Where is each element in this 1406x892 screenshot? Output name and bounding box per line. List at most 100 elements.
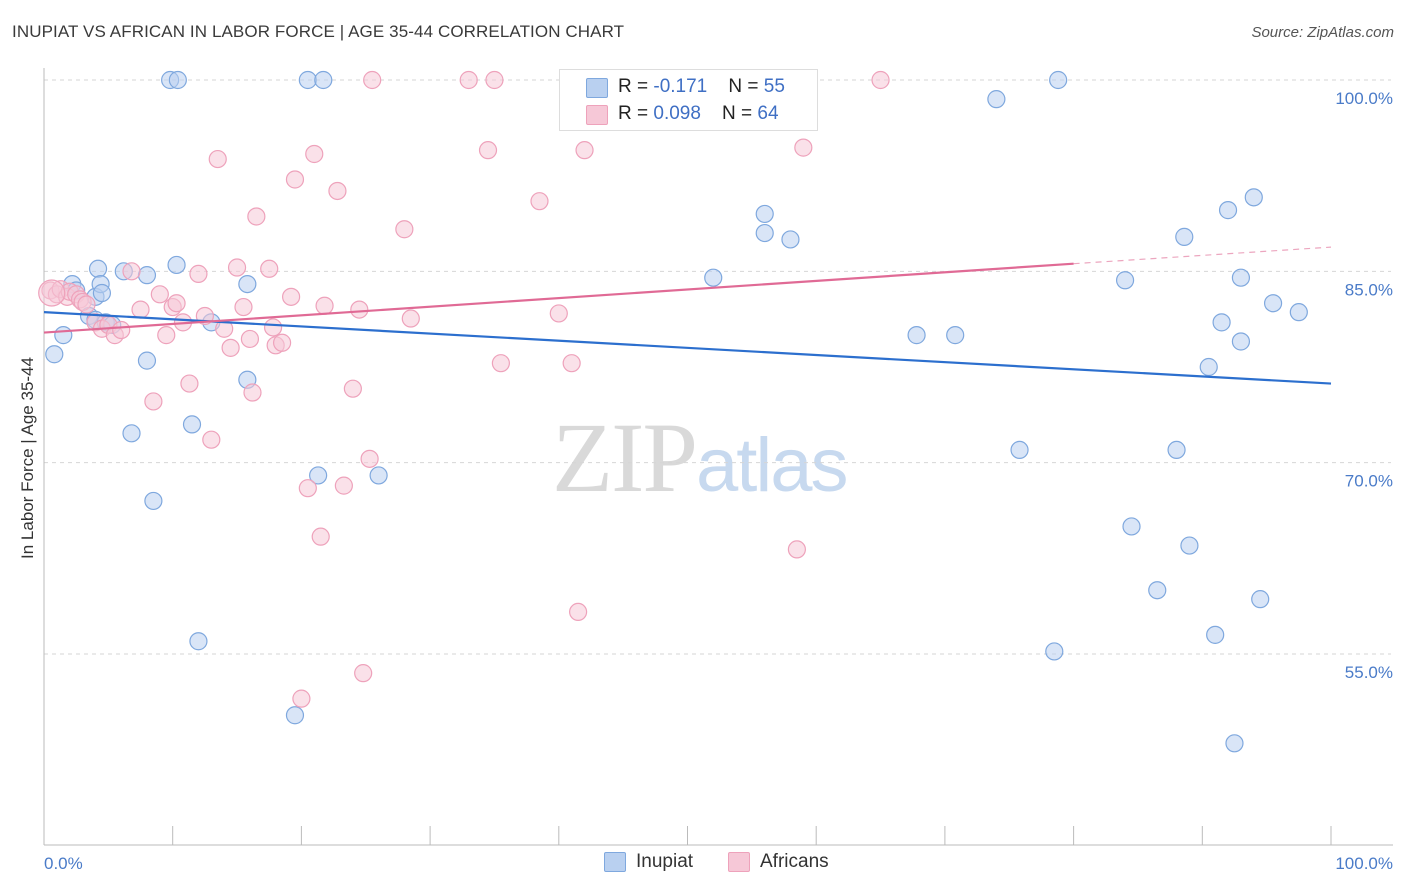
point-africans xyxy=(569,602,588,622)
point-inupiat xyxy=(1231,332,1251,351)
legend-n-value: 55 xyxy=(763,76,785,97)
point-inupiat xyxy=(907,326,926,345)
point-inupiat xyxy=(1231,268,1251,287)
point-inupiat xyxy=(1199,357,1218,377)
point-inupiat xyxy=(1045,642,1064,661)
point-inupiat xyxy=(755,204,774,224)
point-africans xyxy=(234,297,253,317)
series-label-inupiat: Inupiat xyxy=(636,851,694,872)
trend-lines xyxy=(43,246,1332,385)
point-africans xyxy=(328,181,347,201)
point-africans xyxy=(343,379,362,398)
data-points xyxy=(38,70,1308,753)
legend-swatch-inupiat xyxy=(586,78,608,98)
point-inupiat xyxy=(1180,536,1199,555)
point-inupiat xyxy=(309,466,328,485)
point-africans xyxy=(263,318,283,337)
legend-text-africans: R = 0.098 N = 64 xyxy=(618,103,779,125)
point-africans xyxy=(562,354,581,373)
point-africans xyxy=(272,333,292,352)
point-africans xyxy=(260,259,279,278)
y-tick-label: 100.0% xyxy=(1335,89,1393,108)
legend-text-inupiat: R = -0.171 N = 55 xyxy=(618,76,785,98)
point-inupiat xyxy=(946,326,965,345)
point-africans xyxy=(243,383,262,402)
legend-swatch-africans xyxy=(586,105,608,125)
point-africans xyxy=(202,430,221,449)
point-inupiat xyxy=(1175,227,1194,246)
point-inupiat xyxy=(167,255,186,275)
point-africans xyxy=(180,374,199,393)
axes xyxy=(43,68,1393,846)
point-africans xyxy=(189,264,208,283)
point-inupiat xyxy=(1148,581,1167,600)
chart-source: Source: ZipAtlas.com xyxy=(1251,24,1394,41)
series-swatch-africans xyxy=(728,852,750,872)
point-africans xyxy=(315,296,334,315)
point-inupiat xyxy=(285,706,305,725)
point-africans xyxy=(77,295,96,314)
point-inupiat xyxy=(314,70,333,90)
watermark-zip: ZIP xyxy=(552,402,698,513)
y-tick-label: 85.0% xyxy=(1345,280,1393,299)
point-africans xyxy=(491,354,510,373)
point-africans xyxy=(549,304,568,323)
point-africans xyxy=(240,329,260,349)
point-africans xyxy=(311,527,330,546)
series-swatch-inupiat xyxy=(604,852,626,872)
point-inupiat xyxy=(1263,294,1283,313)
point-inupiat xyxy=(1212,313,1231,332)
point-africans xyxy=(298,479,317,498)
legend-r-value: -0.171 xyxy=(653,76,708,97)
y-tick-label: 55.0% xyxy=(1345,663,1393,682)
point-africans xyxy=(292,689,311,708)
point-africans xyxy=(478,141,498,160)
point-inupiat xyxy=(781,230,800,249)
point-inupiat xyxy=(369,466,388,485)
point-africans xyxy=(221,338,240,357)
point-inupiat xyxy=(1167,440,1186,460)
point-inupiat xyxy=(137,266,157,285)
point-africans xyxy=(285,170,305,189)
point-inupiat xyxy=(1122,517,1141,536)
x-tick-label-min: 0.0% xyxy=(44,854,83,873)
series-legend-africans: Africans xyxy=(728,851,829,873)
trendline-africans xyxy=(43,262,1074,334)
legend-r-label: R = xyxy=(618,103,654,124)
point-africans xyxy=(167,294,186,313)
point-africans xyxy=(150,285,169,304)
point-africans xyxy=(334,476,353,495)
legend-r-value: 0.098 xyxy=(653,103,701,124)
point-africans xyxy=(144,392,163,411)
point-africans xyxy=(363,70,382,90)
point-inupiat xyxy=(88,259,108,278)
point-africans xyxy=(350,300,369,319)
point-africans xyxy=(227,258,247,277)
point-inupiat xyxy=(1115,271,1135,290)
point-africans xyxy=(401,309,420,328)
y-tick-label: 70.0% xyxy=(1345,472,1393,491)
legend-n-value: 64 xyxy=(757,103,779,124)
point-africans xyxy=(247,207,266,226)
point-inupiat xyxy=(987,90,1006,109)
point-africans xyxy=(282,287,301,306)
point-inupiat xyxy=(54,326,73,345)
point-africans xyxy=(131,300,150,319)
point-inupiat xyxy=(137,351,157,370)
point-africans xyxy=(787,540,806,559)
legend-r-label: R = xyxy=(618,76,654,97)
point-inupiat xyxy=(168,70,187,90)
point-inupiat xyxy=(92,283,112,303)
point-africans xyxy=(360,449,379,468)
point-africans xyxy=(794,138,813,157)
point-africans xyxy=(122,262,141,281)
trendline-inupiat xyxy=(43,311,1332,385)
point-inupiat xyxy=(1218,201,1238,220)
point-africans xyxy=(208,149,227,169)
point-africans xyxy=(459,70,478,90)
tick-labels: 55.0% 70.0% 85.0% 100.0% 0.0% 100.0% xyxy=(44,89,1393,873)
point-inupiat xyxy=(182,415,202,434)
point-inupiat xyxy=(755,223,774,243)
legend-n-label: N = xyxy=(722,103,758,124)
